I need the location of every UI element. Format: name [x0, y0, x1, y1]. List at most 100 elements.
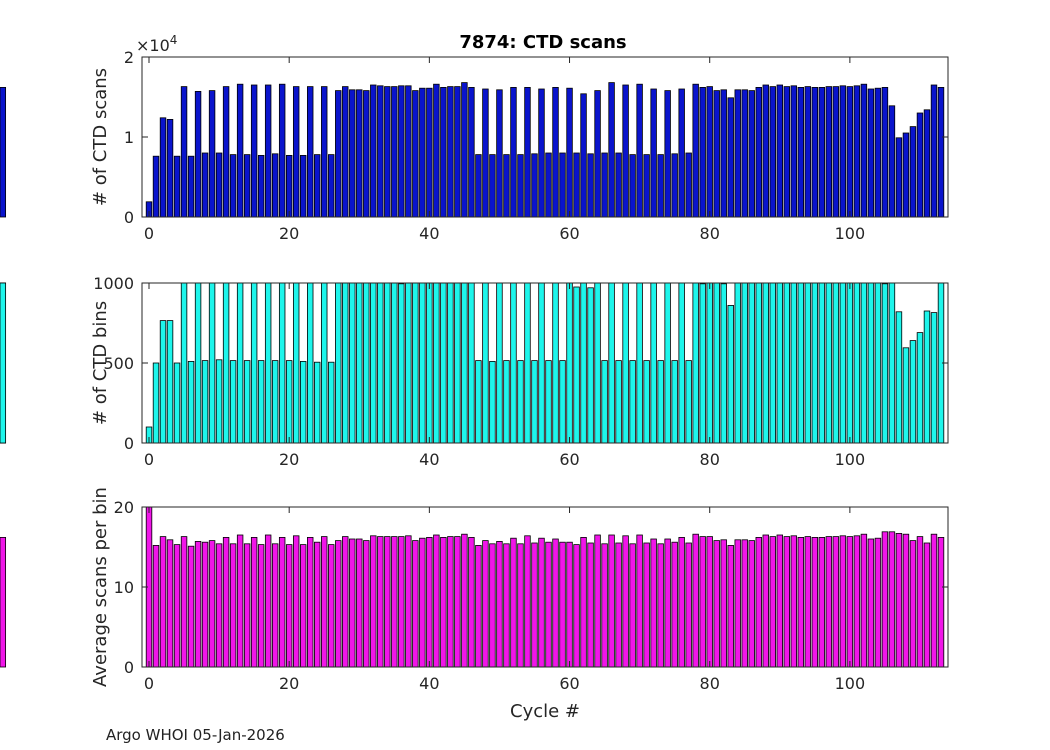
bar-cycle-82	[720, 89, 727, 218]
bar-cycle-55	[531, 360, 538, 444]
bar-cycle-37	[405, 282, 412, 444]
bar-cycle-64	[594, 90, 601, 218]
bar-cycle-12	[229, 543, 237, 668]
bar-cycle-93	[797, 537, 805, 668]
bar-cycle-73	[657, 543, 664, 668]
bar-cycle-99	[839, 535, 847, 668]
bar-cycle-91	[783, 536, 791, 668]
bar-cycle-30	[356, 89, 363, 218]
bar-cycle-89	[769, 536, 776, 668]
bar-cycle-73	[657, 154, 664, 218]
footer-text: Argo WHOI 05-Jan-2026	[106, 726, 285, 744]
bar-cycle-3	[166, 539, 174, 668]
bar-cycle-17	[264, 534, 272, 668]
bar-cycle-86	[748, 282, 755, 444]
bar-cycle-98	[832, 86, 840, 218]
bar-cycle-88	[762, 534, 769, 668]
bar-cycle-49	[489, 360, 496, 444]
bar-cycle-5	[180, 536, 188, 668]
bar-cycle-32	[370, 282, 377, 444]
bar-cycle-22	[299, 154, 307, 218]
bar-cycle-39	[419, 87, 426, 218]
bar-cycle-72	[650, 282, 657, 444]
bar-cycle-66	[608, 534, 615, 668]
x-tick-label: 20	[279, 674, 299, 693]
y-tick-label: 2	[124, 48, 134, 67]
bar-cycle-18	[271, 153, 279, 218]
bar-cycle-34	[384, 86, 391, 218]
bar-cycle-107	[895, 533, 903, 668]
bar-cycle-7	[194, 541, 202, 668]
y-tick-label: 1	[124, 128, 134, 147]
x-tick-label: 100	[835, 224, 866, 243]
bar-cycle-6	[187, 545, 195, 668]
bar-cycle-28	[342, 282, 349, 444]
bar-cycle-42	[440, 282, 447, 444]
bar-cycle-44	[454, 86, 461, 218]
bar-cycle-7	[194, 282, 202, 444]
bar-cycle-34	[384, 536, 391, 668]
bar-cycle-103	[867, 88, 875, 218]
bar-cycle-49	[489, 154, 496, 218]
bar-cycle-81	[713, 282, 720, 444]
bar-cycle-69	[629, 154, 636, 218]
y-tick-label: 20	[114, 498, 134, 517]
bar-cycle-110	[916, 112, 924, 218]
x-tick-label: 0	[144, 450, 154, 469]
bar-cycle-41	[433, 83, 440, 218]
bar-cycle-77	[685, 360, 692, 444]
bar-cycle-55	[531, 542, 538, 668]
bar-cycle-58	[552, 87, 559, 218]
bar-cycle-40	[426, 87, 433, 218]
bar-cycle-53	[517, 360, 524, 444]
bar-cycle-60	[566, 541, 573, 668]
bar-cycle-91	[783, 282, 791, 444]
bar-cycle-36	[398, 283, 405, 444]
bar-cycle-72	[650, 538, 657, 668]
bar-cycle-48	[482, 282, 489, 444]
bar-cycle-6	[187, 360, 195, 444]
bar-cycle-65	[601, 152, 608, 218]
bar-cycle-101	[853, 535, 861, 668]
bar-cycle-76	[678, 537, 685, 668]
bar-cycle-108	[902, 347, 910, 444]
bar-cycle-34	[384, 282, 391, 444]
bar-cycle-17	[264, 84, 272, 218]
y-axis-label: # of CTD bins	[90, 301, 111, 425]
bar-cycle-41	[433, 282, 440, 444]
bar-cycle-38	[412, 90, 419, 218]
bar-cycle-85	[741, 89, 748, 218]
bar-cycle-111	[923, 542, 931, 668]
bar-cycle-96	[818, 87, 826, 218]
x-tick-label: 60	[559, 674, 579, 693]
bar-cycle-47	[475, 545, 482, 668]
bar-cycle-112	[930, 533, 938, 668]
bar-cycle-66	[608, 82, 615, 218]
bar-cycle-65	[601, 543, 608, 668]
bar-cycle-45	[461, 282, 468, 444]
bar-cycle-79	[699, 536, 706, 668]
bar-cycle-35	[391, 282, 398, 444]
bar-cycle-18	[271, 543, 279, 668]
bar-cycle-42	[440, 537, 447, 668]
bar-cycle-14	[243, 543, 251, 668]
bar-cycle-88	[762, 282, 769, 444]
bar-cycle-105	[881, 531, 889, 668]
bar-cycle-53	[517, 543, 524, 668]
y-tick-label: 0	[124, 208, 134, 227]
bar-cycle-37	[405, 535, 412, 668]
bar-cycle-24	[314, 154, 321, 218]
bar-cycle-69	[629, 360, 636, 444]
bar-cycle-76	[678, 282, 685, 444]
bar-cycle-67	[615, 152, 622, 218]
bar-cycle-89	[769, 282, 776, 444]
bar-cycle-16	[257, 544, 265, 668]
bar-cycle-25	[321, 536, 328, 668]
bar-cycle-69	[629, 543, 636, 668]
bar-cycle-20	[285, 360, 293, 444]
bar-cycle-31	[363, 282, 370, 444]
bar-cycle-64	[594, 534, 601, 668]
bar-cycle-13	[236, 534, 244, 668]
bar-cycle-65	[601, 360, 608, 444]
